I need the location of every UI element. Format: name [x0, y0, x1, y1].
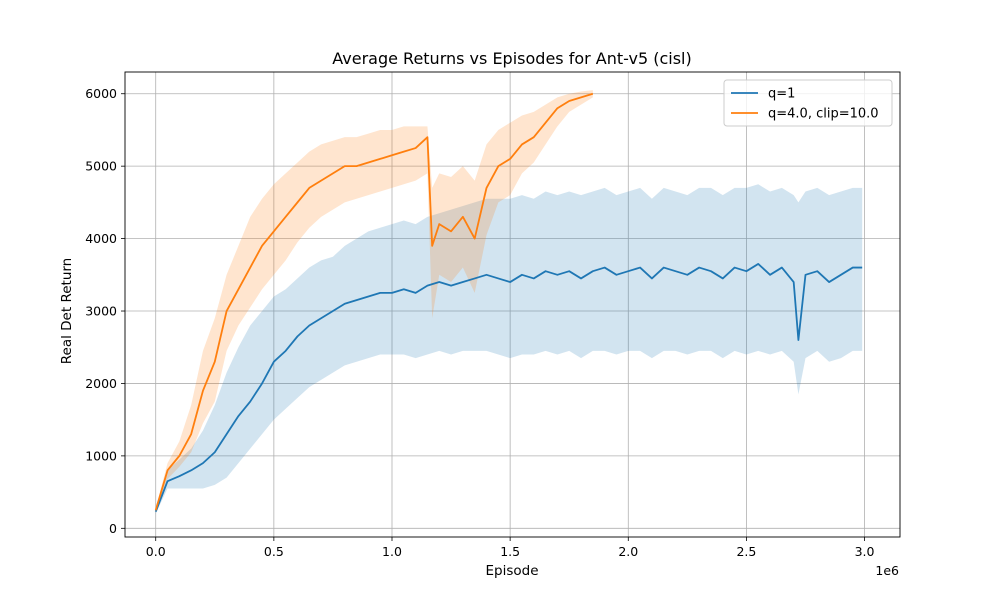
series-line-2 — [154, 92, 594, 511]
x-tick-label: 1.0 — [382, 544, 402, 559]
y-tick-label: 1000 — [85, 448, 117, 463]
y-tick-label: 6000 — [85, 86, 117, 101]
plot-frame — [124, 71, 901, 538]
y-tick-label: 0 — [109, 521, 117, 536]
y-tick-label: 2000 — [85, 376, 117, 391]
x-tick-label: 3.0 — [855, 544, 875, 559]
y-tick-label: 3000 — [85, 304, 117, 319]
legend-label-2: q=4.0, clip=10.0 — [768, 107, 879, 122]
series-band-2 — [155, 90, 593, 513]
x-axis-label: Episode — [485, 563, 538, 579]
series-line-1 — [154, 263, 863, 512]
x-tick-label: 2.5 — [736, 544, 756, 559]
y-tick-label: 5000 — [85, 159, 117, 174]
y-axis-label: Real Det Return — [59, 258, 75, 364]
chart-title: Average Returns vs Episodes for Ant-v5 (… — [332, 49, 691, 68]
series-band-1 — [155, 184, 863, 514]
x-tick-label: 0.5 — [264, 544, 284, 559]
series-lines — [154, 92, 863, 512]
confidence-bands — [155, 90, 863, 514]
legend-box — [723, 79, 893, 127]
grid — [125, 72, 900, 537]
y-tick-label: 4000 — [85, 231, 117, 246]
x-tick-label: 1.5 — [500, 544, 520, 559]
legend: q=1 q=4.0, clip=10.0 — [723, 79, 893, 127]
y-ticks: 0 1000 2000 3000 4000 5000 6000 — [85, 86, 125, 536]
x-axis-offset-label: 1e6 — [875, 563, 899, 578]
x-tick-label: 0.0 — [146, 544, 166, 559]
x-tick-label: 2.0 — [618, 544, 638, 559]
legend-label-1: q=1 — [768, 87, 795, 102]
x-ticks: 0.0 0.5 1.0 1.5 2.0 2.5 3.0 — [146, 537, 875, 559]
